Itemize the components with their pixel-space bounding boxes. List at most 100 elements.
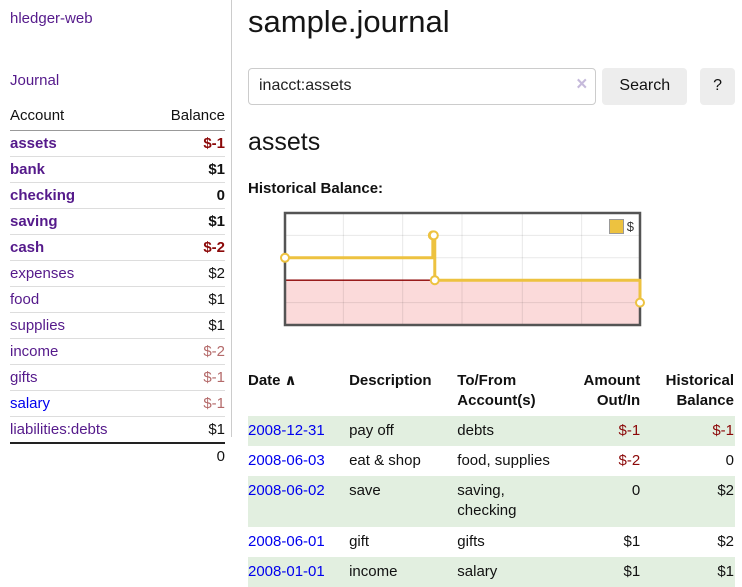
accounts-column-header: Account (10, 104, 149, 131)
account-link[interactable]: supplies (10, 317, 66, 334)
page-title: sample.journal (248, 4, 450, 39)
search-input[interactable] (248, 67, 597, 105)
account-row: assets $-1 (10, 131, 225, 157)
register-description: save (349, 482, 381, 500)
register-date-cell: 2008-06-03 (248, 446, 349, 476)
app-title-link[interactable]: hledger-web (10, 10, 93, 27)
register-row: 2008-06-01 gift gifts $1 $2 (248, 527, 735, 557)
clear-search-icon[interactable]: × (576, 73, 588, 95)
account-link[interactable]: saving (10, 213, 58, 230)
account-balance: $1 (148, 312, 225, 339)
register-amount: $1 (623, 532, 641, 550)
register-description: eat & shop (349, 451, 421, 469)
register-balance: $2 (717, 482, 734, 500)
account-link[interactable]: bank (10, 161, 46, 178)
account-row: bank $1 (10, 156, 225, 183)
search-button[interactable]: Search (602, 67, 688, 105)
account-row: gifts $-1 (10, 364, 225, 391)
register-amount: $-2 (618, 451, 641, 469)
sidebar-accounts-table: Account Balance assets $-1 bank $1 checking 0… (10, 104, 225, 469)
account-balance: $2 (148, 260, 225, 287)
account-row: salary $-1 (10, 390, 225, 417)
register-row: 2008-06-03 eat & shop food, supplies $-2 0 (248, 446, 735, 476)
account-balance: $-1 (203, 135, 225, 152)
account-balance: $1 (148, 286, 225, 313)
account-row: cash $-2 (10, 234, 225, 261)
register-accounts: debts (457, 421, 494, 439)
register-description: gift (349, 532, 370, 550)
chart-legend: $ (606, 218, 636, 236)
account-link[interactable]: assets (10, 135, 57, 152)
balance-column-header: Historical Balance (665, 372, 734, 410)
account-balance: $-1 (148, 364, 225, 391)
historical-balance-chart: $ (248, 203, 648, 355)
account-balance: $-2 (148, 338, 225, 365)
account-link[interactable]: income (10, 343, 59, 360)
register-accounts: food, supplies (457, 451, 550, 469)
account-row: food $1 (10, 286, 225, 313)
amount-column-header: Amount Out/In (583, 372, 641, 410)
account-link[interactable]: cash (10, 239, 45, 256)
transaction-date-link[interactable]: 2008-06-01 (248, 532, 325, 550)
account-balance: $1 (148, 416, 225, 443)
register-date-cell: 2008-06-01 (248, 527, 349, 557)
sidebar: hledger-web Journal Account Balance asse… (0, 0, 232, 469)
register-amount: $-1 (618, 421, 641, 439)
help-button[interactable]: ? (700, 67, 735, 105)
register-description: pay off (349, 421, 394, 439)
register-balance: $-1 (712, 421, 734, 439)
account-balance: $-2 (148, 234, 225, 261)
sort-ascending-icon: ∧ (284, 372, 297, 390)
register-date-cell: 2008-01-01 (248, 557, 349, 587)
account-balance: 0 (148, 182, 225, 209)
account-link[interactable]: gifts (10, 369, 38, 386)
account-balance: $-1 (148, 390, 225, 417)
register-date-cell: 2008-12-31 (248, 416, 349, 446)
chart-canvas (280, 211, 645, 327)
account-balance: $1 (148, 208, 225, 235)
account-row: liabilities:debts $1 (10, 416, 225, 443)
account-row: expenses $2 (10, 260, 225, 287)
account-link[interactable]: checking (10, 187, 76, 204)
sidebar-item-journal[interactable]: Journal (10, 72, 60, 89)
register-rows: 2008-12-31 pay off debts $-1 $-1 2008-06-03 ea… (248, 415, 735, 587)
legend-swatch (608, 219, 624, 235)
account-link[interactable]: food (10, 291, 40, 308)
register-balance: $1 (717, 562, 734, 580)
date-column-header[interactable]: Date ∧ (248, 372, 297, 390)
main-content: sample.journal × Search ? assets Histori… (248, 0, 735, 587)
account-row: income $-2 (10, 338, 225, 365)
transaction-date-link[interactable]: 2008-06-02 (248, 482, 325, 500)
register-accounts: gifts (457, 532, 485, 550)
sidebar-total-balance: 0 (148, 442, 225, 469)
register-accounts: saving, checking (457, 482, 517, 520)
transaction-date-link[interactable]: 2008-01-01 (248, 562, 325, 580)
register-date-cell: 2008-06-02 (248, 476, 349, 527)
register-table: Date ∧ Description To/From Account(s) Amo… (248, 367, 735, 587)
sidebar-total-row: 0 (10, 442, 225, 469)
accounts-column-header: To/From Account(s) (457, 372, 536, 410)
legend-label: $ (626, 219, 634, 235)
account-row: supplies $1 (10, 312, 225, 339)
account-balance: $1 (148, 156, 225, 183)
account-link[interactable]: liabilities:debts (10, 421, 108, 438)
register-row: 2008-01-01 income salary $1 $1 (248, 556, 735, 587)
account-heading: assets (248, 127, 321, 156)
description-column-header: Description (349, 372, 432, 390)
balance-column-header: Balance (148, 104, 225, 131)
register-row: 2008-06-02 save saving, checking 0 $2 (248, 476, 735, 527)
register-balance: 0 (725, 451, 734, 469)
account-link[interactable]: expenses (10, 265, 75, 282)
transaction-date-link[interactable]: 2008-06-03 (248, 451, 325, 469)
chart-heading: Historical Balance: (248, 180, 384, 198)
transaction-date-link[interactable]: 2008-12-31 (248, 421, 325, 439)
account-row: checking 0 (10, 182, 225, 209)
register-balance: $2 (717, 532, 734, 550)
register-amount: 0 (631, 482, 641, 500)
register-accounts: salary (457, 562, 498, 580)
account-link[interactable]: salary (10, 395, 51, 412)
register-row: 2008-12-31 pay off debts $-1 $-1 (248, 415, 735, 446)
sidebar-account-rows: assets $-1 bank $1 checking 0 saving $1 cash $-2 e… (10, 131, 225, 443)
register-amount: $1 (623, 562, 641, 580)
search-form: × Search ? (248, 67, 735, 105)
